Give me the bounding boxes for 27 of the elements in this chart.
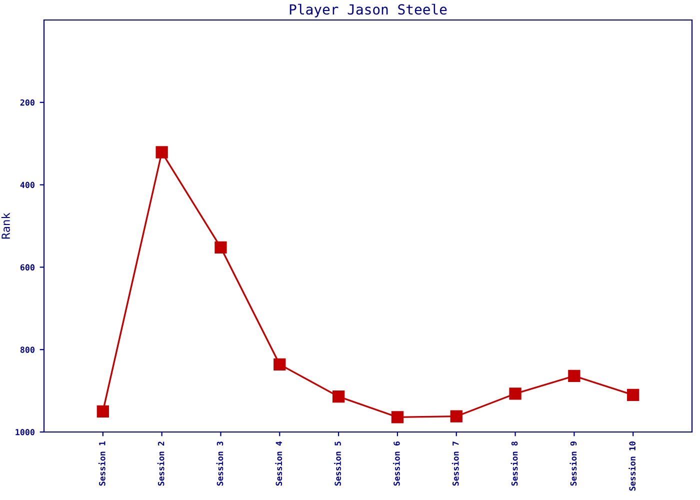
x-tick-label: Session 10 [628, 442, 636, 491]
y-tick-label: 400 [20, 182, 34, 188]
point [156, 146, 168, 158]
x-tick-label: Session 7 [452, 442, 459, 486]
point [627, 388, 640, 401]
x-tick-label: Session 6 [392, 441, 400, 486]
x-tick-label: Session 3 [216, 442, 224, 486]
y-tick-label: 800 [20, 346, 34, 353]
point [509, 388, 522, 400]
point [332, 390, 345, 403]
point [450, 410, 462, 422]
point [96, 405, 109, 418]
y-tick-label: 600 [20, 264, 34, 270]
y-axis-title: Rank [1, 212, 10, 239]
x-tick-label: Session 8 [510, 442, 518, 486]
y-tick-label: 1000 [16, 428, 34, 436]
y-tick-label: 200 [20, 99, 34, 106]
point [568, 370, 580, 382]
x-tick-label: Session 5 [334, 442, 341, 486]
x-tick-label: Session 1 [98, 441, 106, 486]
x-tick-label: Session 9 [570, 442, 577, 486]
point [214, 241, 227, 254]
point [274, 358, 286, 371]
x-tick-label: Session 4 [275, 441, 282, 486]
x-tick-label: Session 2 [157, 442, 164, 486]
point [391, 411, 404, 424]
chart-title: Player Jason Steele [290, 4, 447, 18]
